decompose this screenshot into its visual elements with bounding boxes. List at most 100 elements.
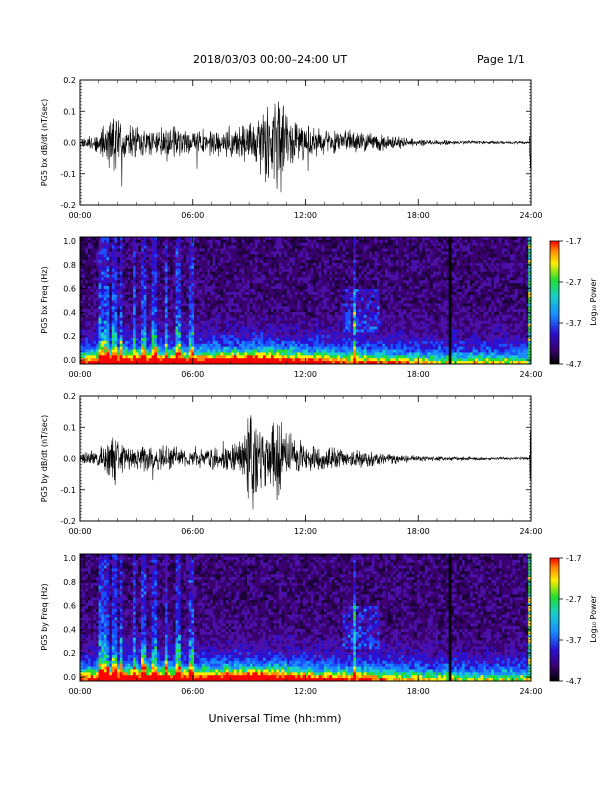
spectrogram-cell — [334, 312, 338, 316]
spectrogram-cell — [217, 329, 221, 333]
spectrogram-cell — [324, 340, 328, 345]
spectrogram-cell — [241, 254, 245, 258]
spectrogram-cell — [101, 349, 105, 353]
spectrogram-cell — [209, 338, 213, 342]
spectrogram-cell — [294, 346, 298, 350]
spectrogram-cell — [130, 314, 134, 319]
spectrogram-cell — [355, 297, 359, 301]
spectrogram-cell — [178, 312, 182, 316]
spectrogram-cell — [255, 280, 259, 284]
spectrogram-cell — [345, 286, 349, 290]
spectrogram-cell — [133, 262, 137, 267]
spectrogram-cell — [82, 254, 86, 258]
spectrogram-cell — [300, 286, 304, 290]
spectrogram-cell — [329, 338, 333, 342]
spectrogram-cell — [241, 335, 245, 339]
spectrogram-cell — [103, 251, 107, 255]
spectrogram-cell — [135, 294, 139, 298]
spectrogram-cell — [175, 320, 179, 324]
spectrogram-cell — [302, 343, 306, 347]
spectrogram-cell — [278, 335, 282, 339]
spectrogram-cell — [154, 338, 158, 342]
spectrogram-cell — [186, 280, 190, 284]
spectrogram-cell — [202, 254, 205, 258]
spectrogram-cell — [305, 306, 309, 310]
spectrogram-cell — [130, 291, 134, 296]
spectrogram-cell — [355, 265, 359, 270]
spectrogram-cell — [302, 242, 306, 246]
spectrogram-cell — [135, 323, 139, 327]
spectrogram-cell — [85, 317, 89, 322]
spectrogram-cell — [252, 346, 256, 350]
spectrogram-cell — [236, 248, 240, 252]
spectrogram-cell — [271, 257, 274, 261]
spectrogram-cell — [345, 306, 349, 310]
spectrogram-cell — [363, 355, 367, 359]
spectrogram-cell — [109, 326, 113, 330]
spectrogram-cell — [156, 317, 160, 322]
spectrogram-cell — [154, 358, 158, 362]
spectrogram-cell — [313, 303, 317, 307]
spectrogram-cell — [233, 309, 237, 313]
spectrogram-cell — [217, 343, 221, 347]
spectrogram-cell — [300, 262, 304, 267]
spectrogram-cell — [209, 242, 213, 246]
spectrogram-cell — [228, 248, 232, 252]
spectrogram-cell — [114, 283, 118, 287]
spectrogram-cell — [345, 291, 349, 296]
spectrogram-cell — [236, 326, 240, 330]
spectrogram-cell — [225, 291, 229, 296]
spectrogram-cell — [337, 335, 341, 339]
spectrogram-cell — [122, 288, 126, 293]
spectrogram-cell — [172, 280, 176, 284]
spectrogram-cell — [289, 265, 293, 270]
spectrogram-cell — [244, 254, 248, 258]
spectrogram-cell — [353, 352, 357, 356]
spectrogram-cell — [204, 280, 208, 284]
spectrogram-cell — [332, 239, 335, 244]
spectrogram-cell — [265, 294, 269, 298]
spectrogram-cell — [286, 312, 290, 316]
spectrogram-cell — [95, 271, 99, 275]
spectrogram-cell — [148, 297, 152, 301]
spectrogram-cell — [249, 283, 253, 287]
spectrogram-cell — [305, 248, 309, 252]
spectrogram-cell — [106, 358, 110, 362]
spectrogram-cell — [369, 297, 373, 301]
spectrogram-cell — [297, 245, 301, 249]
spectrogram-cell — [119, 355, 123, 359]
spectrogram-cell — [119, 271, 123, 275]
bx-spectrogram-cells — [80, 237, 532, 365]
spectrogram-cell — [162, 262, 166, 267]
spectrogram-cell — [119, 251, 123, 255]
spectrogram-cell — [350, 346, 354, 350]
spectrogram-cell — [199, 335, 203, 339]
spectrogram-cell — [329, 254, 333, 258]
spectrogram-cell — [300, 254, 304, 258]
spectrogram-cell — [111, 242, 115, 246]
spectrogram-cell — [308, 251, 312, 255]
spectrogram-cell — [194, 257, 198, 261]
spectrogram-cell — [180, 323, 184, 327]
spectrogram-cell — [225, 274, 229, 278]
spectrogram-cell — [135, 245, 139, 249]
spectrogram-cell — [188, 340, 192, 345]
spectrogram-cell — [302, 355, 306, 359]
spectrogram-cell — [148, 268, 152, 272]
spectrogram-cell — [164, 242, 168, 246]
spectrogram-cell — [106, 257, 110, 261]
spectrogram-cell — [363, 349, 367, 353]
spectrogram-cell — [154, 245, 158, 249]
spectrogram-cell — [263, 358, 266, 362]
spectrogram-cell — [263, 271, 266, 275]
spectrogram-cell — [347, 283, 351, 287]
spectrogram-cell — [217, 280, 221, 284]
spectrogram-cell — [220, 320, 224, 324]
spectrogram-cell — [332, 251, 335, 255]
spectrogram-cell — [300, 358, 304, 362]
spectrogram-cell — [249, 338, 253, 342]
spectrogram-cell — [239, 309, 243, 313]
spectrogram-cell — [101, 300, 105, 304]
spectrogram-cell — [106, 352, 110, 356]
spectrogram-cell — [353, 288, 357, 293]
